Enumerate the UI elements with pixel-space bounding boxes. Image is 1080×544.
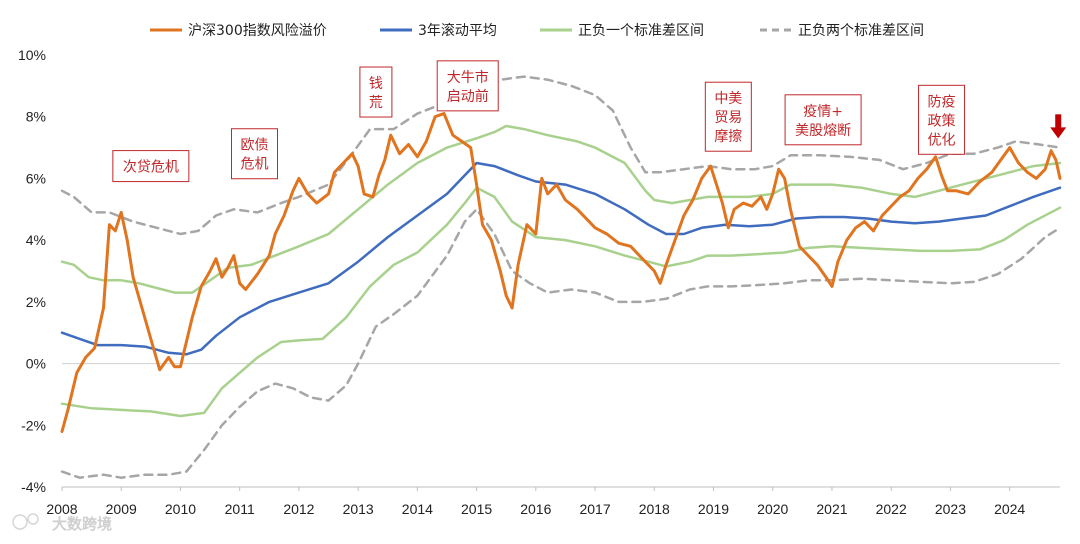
x-tick-label: 2011 (225, 501, 255, 517)
x-tick-label: 2019 (698, 501, 729, 517)
legend-label: 沪深300指数风险溢价 (188, 23, 327, 39)
x-tick-label: 2023 (935, 501, 966, 517)
series-line-4 (60, 75, 1062, 236)
annotation-border (359, 66, 393, 118)
x-tick-label: 2010 (165, 501, 196, 517)
y-tick-label: 10% (18, 47, 46, 63)
watermark-logo-icon-2 (27, 513, 39, 525)
y-tick-label: 2% (26, 294, 46, 310)
chart-legend: 沪深300指数风险溢价 3年滚动平均 正负一个标准差区间 正负两个标准差区间 (150, 22, 924, 39)
series-line-2 (60, 124, 1062, 294)
series-line-1 (60, 161, 1062, 356)
x-tick-label: 2009 (106, 501, 137, 517)
arrow-down-icon (1050, 127, 1067, 139)
annotation-label: 中美 (714, 91, 742, 107)
chart-series (60, 75, 1062, 479)
annotation-label: 美股熔断 (795, 123, 851, 139)
x-tick-label: 2015 (461, 501, 492, 517)
y-tick-label: 8% (26, 109, 46, 125)
x-axis-ticks: 2008 2009 2010 2011 2012 2013 2014 2015 2016 2017… (46, 487, 1025, 517)
annotation-label: 防疫 (928, 94, 956, 110)
current-value-arrow (1050, 114, 1067, 139)
annotation-label: 优化 (928, 132, 956, 148)
legend-label: 3年滚动平均 (418, 22, 497, 39)
annotation-box: 次贷危机 (112, 150, 190, 183)
annotation-border (784, 94, 862, 146)
x-tick-label: 2021 (816, 501, 847, 517)
annotation-border (112, 150, 190, 183)
annotation-label: 荒 (369, 95, 383, 111)
legend-label: 正负两个标准差区间 (798, 23, 924, 39)
y-tick-label: 4% (26, 232, 46, 248)
annotation-label: 大牛市 (447, 69, 489, 86)
annotation-border (230, 128, 278, 180)
annotation-border (436, 60, 499, 112)
series-line-0 (60, 112, 1062, 433)
y-tick-label: 0% (26, 356, 46, 372)
x-tick-label: 2016 (520, 501, 551, 517)
x-tick-label: 2017 (579, 501, 610, 517)
x-tick-label: 2012 (283, 501, 314, 517)
y-tick-label: -4% (21, 479, 46, 495)
annotation-label: 危机 (240, 157, 268, 173)
legend-label: 正负一个标准差区间 (578, 23, 704, 39)
x-tick-label: 2014 (402, 501, 433, 517)
annotation-label: 次贷危机 (123, 160, 179, 176)
annotation-label: 启动前 (447, 88, 489, 105)
annotation-label: 欧债 (240, 138, 268, 154)
annotation-label: 政策 (928, 112, 956, 129)
annotation-border (704, 81, 752, 152)
annotation-box: 疫情+ 美股熔断 (784, 94, 862, 146)
y-axis-ticks: 10% 8% 6% 4% 2% 0% -2% -4% (18, 47, 46, 495)
annotation-border (918, 84, 966, 155)
watermark: 大数跨境 (12, 513, 112, 533)
annotation-label: 钱 (369, 76, 383, 92)
annotation-box: 钱荒 (359, 66, 393, 118)
series-line-3 (60, 186, 1062, 418)
x-tick-label: 2008 (46, 501, 77, 517)
y-tick-label: 6% (26, 170, 46, 186)
watermark-logo-icon (12, 514, 28, 530)
annotation-label: 贸易 (714, 110, 742, 126)
x-tick-label: 2018 (639, 501, 670, 517)
x-tick-label: 2020 (757, 501, 788, 517)
x-tick-label: 2013 (343, 501, 374, 517)
watermark-text: 大数跨境 (52, 515, 112, 533)
x-tick-label: 2024 (994, 501, 1025, 517)
arrow-shaft (1055, 114, 1062, 129)
annotation-label: 摩擦 (714, 128, 742, 145)
x-tick-label: 2022 (876, 501, 907, 517)
series-line-5 (60, 208, 1062, 479)
annotation-label: 疫情+ (803, 104, 843, 120)
y-tick-label: -2% (21, 417, 46, 433)
